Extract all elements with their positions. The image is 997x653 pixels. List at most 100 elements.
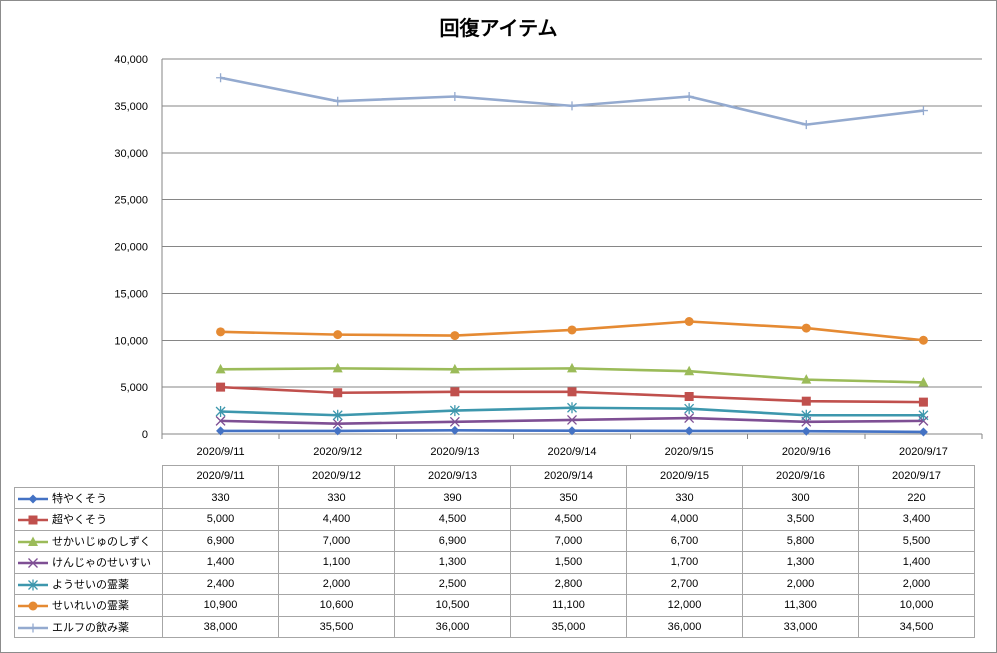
table-row: 特やくそう 330 330 390 350 330 300 220 bbox=[14, 486, 975, 509]
data-point bbox=[450, 425, 460, 435]
data-point bbox=[918, 409, 929, 421]
table-cell: 10,500 bbox=[394, 594, 511, 617]
x-tick-label: 2020/9/12 bbox=[313, 446, 362, 458]
data-point bbox=[567, 387, 577, 397]
table-cell: 4,000 bbox=[626, 508, 743, 531]
table-cell: 330 bbox=[278, 486, 395, 509]
legend-marker bbox=[28, 515, 38, 525]
table-cell: 33,000 bbox=[742, 615, 859, 638]
data-point bbox=[801, 409, 812, 421]
data-point bbox=[215, 406, 226, 417]
series-6 bbox=[216, 317, 928, 345]
table-cell: 3,500 bbox=[742, 508, 859, 531]
data-point bbox=[450, 387, 460, 397]
table-cell: 330 bbox=[162, 486, 279, 509]
x-tick-label: 2020/9/14 bbox=[548, 446, 597, 458]
legend-entry: けんじゃのせいすい bbox=[14, 551, 163, 574]
table-cell: 330 bbox=[626, 486, 743, 509]
x-tick-label: 2020/9/15 bbox=[665, 446, 714, 458]
legend-marker bbox=[28, 579, 38, 591]
table-cell: 2,400 bbox=[162, 572, 279, 595]
data-point bbox=[450, 331, 460, 341]
table-cell: 38,000 bbox=[162, 615, 279, 638]
table-cell: 7,000 bbox=[278, 529, 395, 552]
legend-key bbox=[18, 623, 48, 633]
table-column-header: 2020/9/15 bbox=[626, 465, 743, 488]
data-point bbox=[216, 382, 226, 392]
series-name: ようせいの霊薬 bbox=[52, 578, 129, 591]
y-tick-label: 35,000 bbox=[114, 101, 148, 113]
data-table: 2020/9/11 2020/9/12 2020/9/13 2020/9/14 2020… bbox=[14, 465, 975, 638]
table-column-header: 2020/9/17 bbox=[858, 465, 975, 488]
data-point bbox=[801, 323, 811, 333]
table-cell: 2,000 bbox=[742, 572, 859, 595]
chart-title: 回復アイテム bbox=[439, 16, 558, 40]
table-corner-cell bbox=[14, 465, 163, 488]
legend-key bbox=[18, 515, 48, 525]
y-tick-label: 10,000 bbox=[114, 335, 148, 347]
data-point bbox=[567, 402, 577, 414]
data-point bbox=[684, 413, 695, 424]
series-name: 特やくそう bbox=[52, 492, 107, 505]
data-point bbox=[567, 101, 577, 111]
data-point bbox=[918, 376, 929, 387]
table-header-row: 2020/9/11 2020/9/12 2020/9/13 2020/9/14 2020… bbox=[14, 465, 975, 488]
table-cell: 5,800 bbox=[742, 529, 859, 552]
series-name: せかいじゅのしずく bbox=[52, 535, 151, 548]
table-cell: 1,700 bbox=[626, 551, 743, 574]
table-cell: 6,900 bbox=[394, 529, 511, 552]
series-line bbox=[220, 76, 924, 126]
table-cell: 2,700 bbox=[626, 572, 743, 595]
y-tick-label: 20,000 bbox=[114, 242, 148, 254]
table-cell: 6,700 bbox=[626, 529, 743, 552]
legend-entry: せいれいの霊薬 bbox=[14, 594, 163, 617]
series-7 bbox=[216, 73, 928, 130]
x-tick-label: 2020/9/11 bbox=[197, 446, 245, 458]
table-cell: 5,000 bbox=[162, 508, 279, 531]
table-cell: 10,000 bbox=[858, 594, 975, 617]
data-point bbox=[332, 418, 343, 429]
table-cell: 5,500 bbox=[858, 529, 975, 552]
data-point bbox=[801, 374, 812, 384]
data-point bbox=[216, 327, 226, 337]
data-point bbox=[684, 92, 694, 101]
table-column-header: 2020/9/11 bbox=[162, 465, 279, 488]
table-row: せいれいの霊薬 10,900 10,600 10,500 11,100 12,000 11,… bbox=[14, 594, 975, 617]
data-point bbox=[567, 414, 577, 425]
x-tick-label: 2020/9/17 bbox=[899, 446, 948, 458]
table-column-header: 2020/9/14 bbox=[510, 465, 627, 488]
table-column-header: 2020/9/13 bbox=[394, 465, 511, 488]
legend-key bbox=[18, 536, 48, 546]
y-tick-label: 30,000 bbox=[114, 148, 148, 160]
series-name: エルフの飲み薬 bbox=[52, 621, 129, 634]
data-point bbox=[332, 409, 343, 421]
table-cell: 4,500 bbox=[394, 508, 511, 531]
series-name: けんじゃのせいすい bbox=[52, 557, 151, 570]
data-point bbox=[333, 388, 343, 398]
legend-key bbox=[18, 601, 48, 611]
table-cell: 36,000 bbox=[394, 615, 511, 638]
data-point bbox=[449, 416, 460, 427]
data-point bbox=[918, 427, 928, 437]
series-1 bbox=[216, 425, 928, 437]
table-cell: 35,000 bbox=[510, 615, 627, 638]
table-cell: 10,900 bbox=[162, 594, 279, 617]
legend-marker bbox=[28, 601, 38, 611]
table-cell: 36,000 bbox=[626, 615, 743, 638]
data-point bbox=[684, 365, 695, 376]
legend-key bbox=[18, 558, 48, 569]
legend-entry: エルフの飲み薬 bbox=[14, 615, 163, 638]
plot-area: 0 5,000 10,000 15,000 20,000 25,000 30,000 35,0… bbox=[114, 54, 983, 458]
data-point bbox=[567, 362, 577, 373]
table-cell: 11,300 bbox=[742, 594, 859, 617]
table-cell: 300 bbox=[742, 486, 859, 509]
series-3 bbox=[215, 362, 929, 387]
x-tick-label: 2020/9/16 bbox=[782, 446, 831, 458]
table-cell: 1,300 bbox=[394, 551, 511, 574]
table-cell: 1,400 bbox=[162, 551, 279, 574]
data-point bbox=[333, 426, 343, 436]
legend-marker bbox=[28, 558, 38, 569]
data-point bbox=[918, 106, 928, 116]
table-row: エルフの飲み薬 38,000 35,500 36,000 35,000 36,000 33,… bbox=[14, 615, 975, 638]
table-cell: 2,000 bbox=[278, 572, 395, 595]
